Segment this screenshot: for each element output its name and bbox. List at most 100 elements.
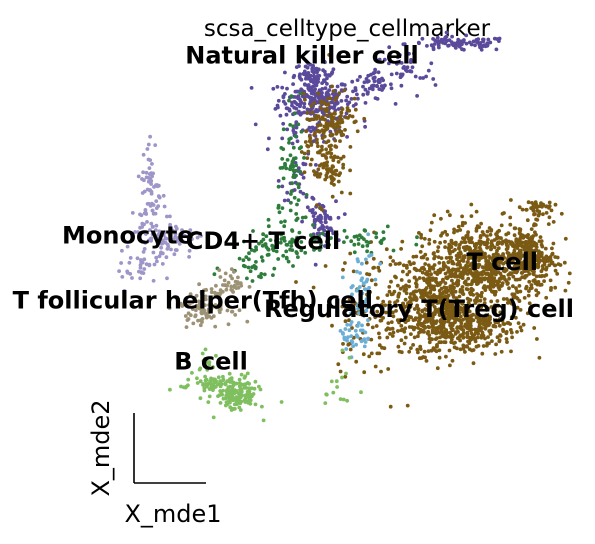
data-point (284, 166, 289, 171)
data-point (277, 210, 282, 215)
data-point (245, 371, 250, 376)
data-point (407, 284, 411, 289)
data-point (466, 339, 470, 344)
data-point (355, 78, 360, 82)
data-point (426, 300, 431, 305)
data-point (346, 342, 351, 347)
data-point (449, 238, 454, 243)
data-point (188, 228, 193, 233)
data-point (342, 240, 346, 245)
data-point (454, 253, 459, 258)
data-point (550, 246, 554, 251)
data-point (462, 47, 466, 52)
data-point (351, 344, 355, 349)
data-point (430, 328, 435, 332)
data-point (311, 77, 316, 82)
data-point (377, 335, 382, 340)
data-point (343, 127, 347, 132)
data-point (506, 251, 511, 256)
data-point (544, 273, 549, 277)
data-point (435, 249, 440, 254)
data-point (247, 397, 252, 402)
data-point (233, 397, 238, 401)
data-point (340, 375, 344, 380)
data-point (311, 197, 316, 201)
data-point (449, 284, 453, 289)
data-point (457, 335, 462, 339)
data-point (207, 394, 212, 399)
data-point (205, 381, 210, 386)
data-point (357, 311, 361, 316)
data-point (419, 255, 424, 260)
data-point (523, 267, 527, 272)
data-point (475, 327, 480, 332)
data-point (485, 272, 490, 276)
data-point (294, 125, 299, 130)
data-point (286, 198, 291, 203)
data-point (294, 280, 298, 284)
data-point (196, 318, 200, 323)
data-point (325, 160, 329, 165)
data-point (281, 127, 286, 132)
data-point (474, 229, 479, 233)
data-point (161, 193, 166, 198)
data-point (454, 306, 459, 310)
data-point (235, 280, 240, 284)
data-point (440, 307, 445, 311)
data-point (376, 70, 381, 75)
data-point (528, 286, 533, 291)
data-point (287, 137, 292, 142)
data-point (458, 314, 463, 319)
data-point (413, 289, 418, 294)
data-point (450, 278, 454, 283)
data-point (402, 318, 406, 323)
data-point (408, 262, 413, 267)
data-point (457, 255, 462, 259)
data-point (474, 344, 479, 349)
data-point (494, 272, 498, 277)
data-point (290, 159, 295, 164)
data-point (563, 236, 568, 241)
data-point (527, 279, 532, 284)
data-point (312, 133, 317, 137)
data-point (430, 287, 435, 291)
data-point (432, 239, 437, 244)
data-point (428, 289, 433, 294)
data-point (359, 390, 363, 395)
data-point (247, 285, 252, 289)
data-point (452, 230, 456, 235)
data-point (291, 168, 296, 173)
data-point (375, 309, 380, 314)
data-point (418, 321, 423, 326)
data-point (381, 299, 386, 304)
data-point (163, 240, 168, 245)
data-point (128, 272, 133, 276)
data-point (304, 193, 309, 197)
data-point (535, 208, 540, 213)
data-point (454, 240, 458, 245)
data-point (320, 81, 324, 85)
data-point (322, 124, 327, 129)
data-point (540, 203, 545, 208)
data-point (353, 107, 358, 112)
data-point (331, 231, 336, 236)
data-point (200, 320, 204, 324)
data-point (479, 304, 484, 309)
data-point (156, 232, 161, 237)
data-point (566, 280, 571, 285)
data-point (362, 237, 366, 242)
data-point (371, 266, 376, 270)
data-point (194, 230, 199, 235)
data-point (475, 296, 479, 300)
data-point (395, 61, 399, 66)
data-point (234, 381, 239, 386)
data-point (218, 303, 223, 308)
data-point (361, 338, 366, 342)
data-point (214, 283, 218, 288)
data-point (516, 321, 521, 325)
data-point (237, 393, 242, 398)
data-point (477, 263, 482, 267)
data-point (536, 213, 541, 218)
data-point (387, 285, 392, 289)
data-point (263, 242, 267, 247)
